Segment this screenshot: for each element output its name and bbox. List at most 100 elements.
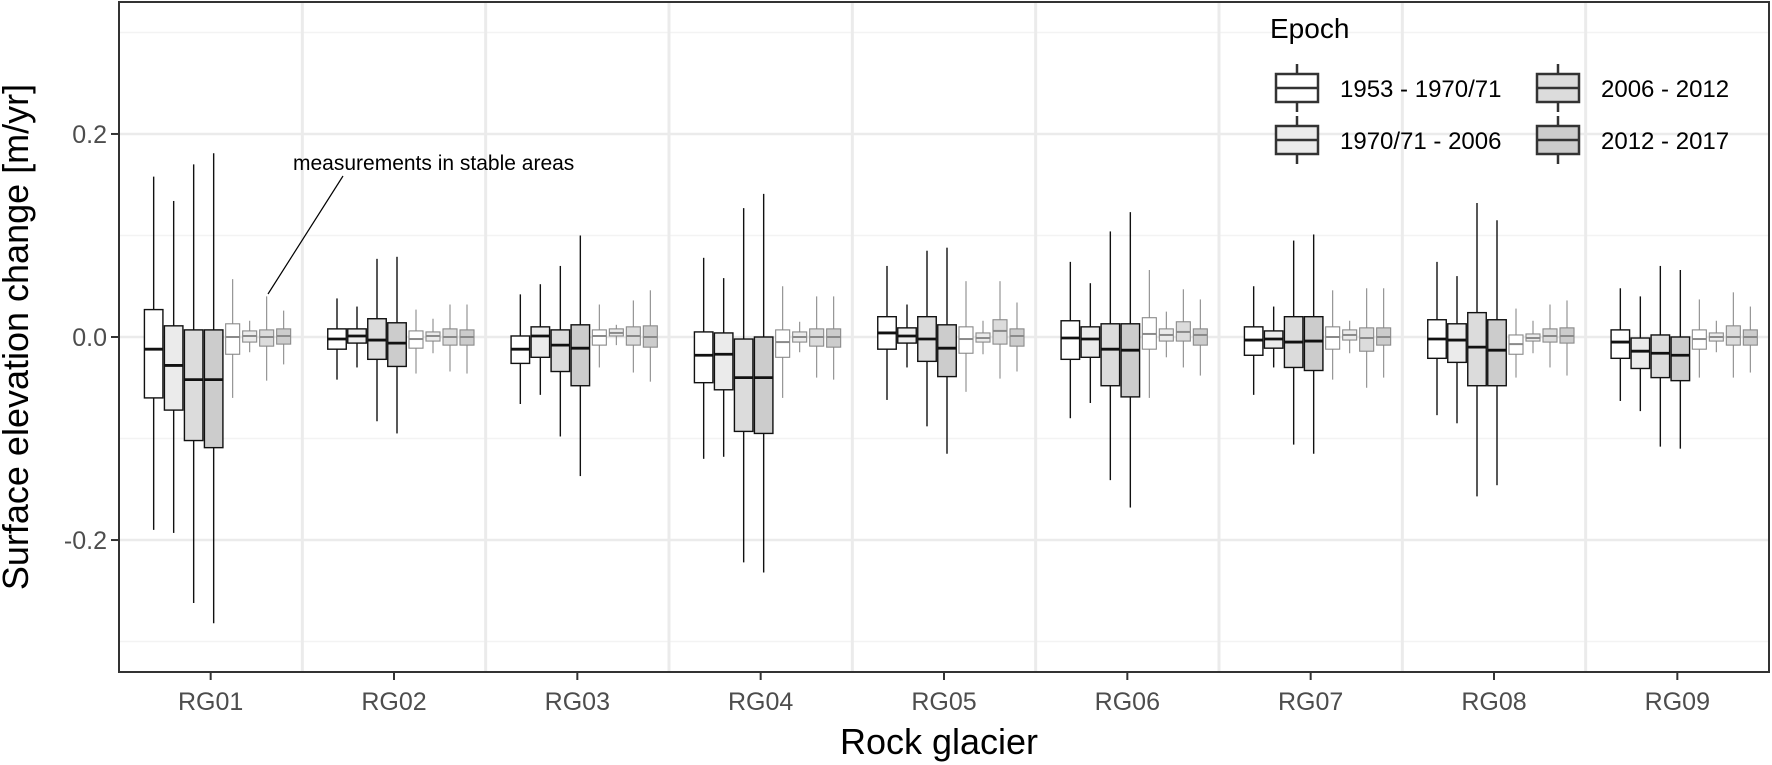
- box-iqr: [1359, 327, 1375, 352]
- stable-area-box: [459, 304, 475, 374]
- y-tick-label: 0.0: [72, 324, 107, 352]
- stable-area-box: [958, 281, 974, 392]
- stable-area-box: [259, 296, 275, 381]
- legend-label: 2012 - 2017: [1601, 128, 1729, 155]
- glacier-box: [1447, 276, 1467, 424]
- stable-area-box: [1542, 304, 1558, 368]
- stable-area-box: [591, 304, 607, 368]
- box-iqr: [530, 326, 551, 359]
- boxes: [143, 153, 1758, 624]
- stable-area-box: [225, 279, 241, 398]
- glacier-box: [917, 250, 937, 427]
- x-tick-label: RG03: [545, 688, 610, 716]
- box-iqr: [1467, 311, 1487, 387]
- stable-area-box: [242, 320, 258, 353]
- glacier-box: [327, 298, 347, 380]
- glacier-box: [1610, 288, 1631, 401]
- stable-area-box: [1158, 311, 1174, 358]
- legend-entry: 1970/71 - 2006: [1274, 116, 1501, 164]
- glacier-box: [713, 278, 734, 457]
- glacier-box: [367, 258, 387, 422]
- x-tick-label: RG06: [1095, 688, 1160, 716]
- stable-area-box: [975, 320, 991, 355]
- annotation-pointer: [267, 175, 344, 295]
- box-iqr: [570, 324, 591, 387]
- glacier-box: [1427, 261, 1447, 416]
- box-iqr: [1325, 326, 1341, 350]
- legend-label: 2006 - 2012: [1601, 76, 1729, 103]
- box-iqr: [992, 319, 1008, 345]
- legend-entry: 2012 - 2017: [1535, 116, 1729, 164]
- box-iqr: [1009, 328, 1025, 347]
- glacier-box: [1120, 212, 1141, 508]
- legend-label: 1953 - 1970/71: [1340, 76, 1501, 103]
- glacier-box: [1060, 261, 1081, 419]
- stable-area-box: [1376, 288, 1392, 378]
- box-iqr: [1192, 328, 1208, 346]
- stable-area-box: [1559, 300, 1575, 376]
- box-iqr: [1447, 323, 1467, 364]
- y-axis-title: Surface elevation change [m/yr]: [0, 84, 36, 590]
- box-iqr: [733, 338, 754, 433]
- x-tick-label: RG04: [728, 688, 793, 716]
- axis-ticks: -0.2 0.0 0.2 RG01 RG02 RG03 RG04 RG05 RG06 RG07 RG…: [64, 121, 1710, 716]
- box-iqr: [143, 308, 164, 399]
- box-iqr: [225, 323, 241, 355]
- stable-area-box: [775, 286, 791, 398]
- box-iqr: [387, 322, 407, 368]
- y-tick-label: 0.2: [72, 121, 107, 149]
- box-iqr: [550, 329, 571, 373]
- stable-area-box: [442, 304, 458, 372]
- glacier-box: [143, 176, 164, 530]
- glacier-box: [1303, 234, 1324, 454]
- stable-area-box: [826, 296, 842, 380]
- stable-area-box: [809, 296, 825, 378]
- box-iqr: [1630, 337, 1651, 370]
- x-axis-title: Rock glacier: [840, 721, 1038, 762]
- glacier-box: [1100, 231, 1121, 481]
- box-iqr: [1100, 323, 1121, 387]
- glacier-box: [550, 265, 571, 437]
- box-iqr: [1487, 319, 1507, 387]
- box-iqr: [937, 324, 957, 378]
- glacier-box: [1630, 296, 1651, 412]
- stable-area-box: [1175, 289, 1191, 368]
- glacier-box: [183, 164, 204, 603]
- stable-area-box: [792, 321, 808, 353]
- x-tick-label: RG09: [1645, 688, 1710, 716]
- glacier-box: [570, 235, 591, 477]
- stable-area-box: [408, 309, 424, 374]
- glacier-box: [1670, 270, 1691, 449]
- stable-area-box: [625, 300, 641, 373]
- box-iqr: [163, 325, 184, 411]
- stable-area-box: [1725, 292, 1741, 378]
- stable-area-box: [1325, 290, 1341, 380]
- stable-area-box: [1342, 320, 1358, 354]
- box-iqr: [1725, 325, 1741, 346]
- glacier-box: [1283, 240, 1304, 445]
- glacier-box: [510, 294, 531, 404]
- box-iqr: [1303, 315, 1324, 372]
- glacier-box: [897, 304, 917, 368]
- legend-label: 1970/71 - 2006: [1340, 128, 1501, 155]
- glacier-box: [1080, 283, 1101, 403]
- glacier-box: [937, 247, 957, 454]
- glacier-box: [387, 256, 407, 434]
- glacier-box: [203, 153, 224, 624]
- stable-area-box: [425, 318, 441, 354]
- stable-area-box: [1009, 302, 1025, 372]
- box-iqr: [693, 331, 714, 384]
- box-iqr: [713, 332, 734, 391]
- box-iqr: [753, 336, 774, 435]
- stable-area-box: [1508, 308, 1524, 378]
- glacier-box: [530, 284, 551, 395]
- box-iqr: [1610, 329, 1631, 360]
- box-iqr: [183, 329, 204, 442]
- stable-area-box: [1359, 288, 1375, 388]
- stable-area-box: [642, 290, 658, 382]
- x-tick-label: RG01: [178, 688, 243, 716]
- glacier-box: [347, 306, 367, 368]
- glacier-box: [1487, 220, 1507, 486]
- box-iqr: [591, 329, 607, 346]
